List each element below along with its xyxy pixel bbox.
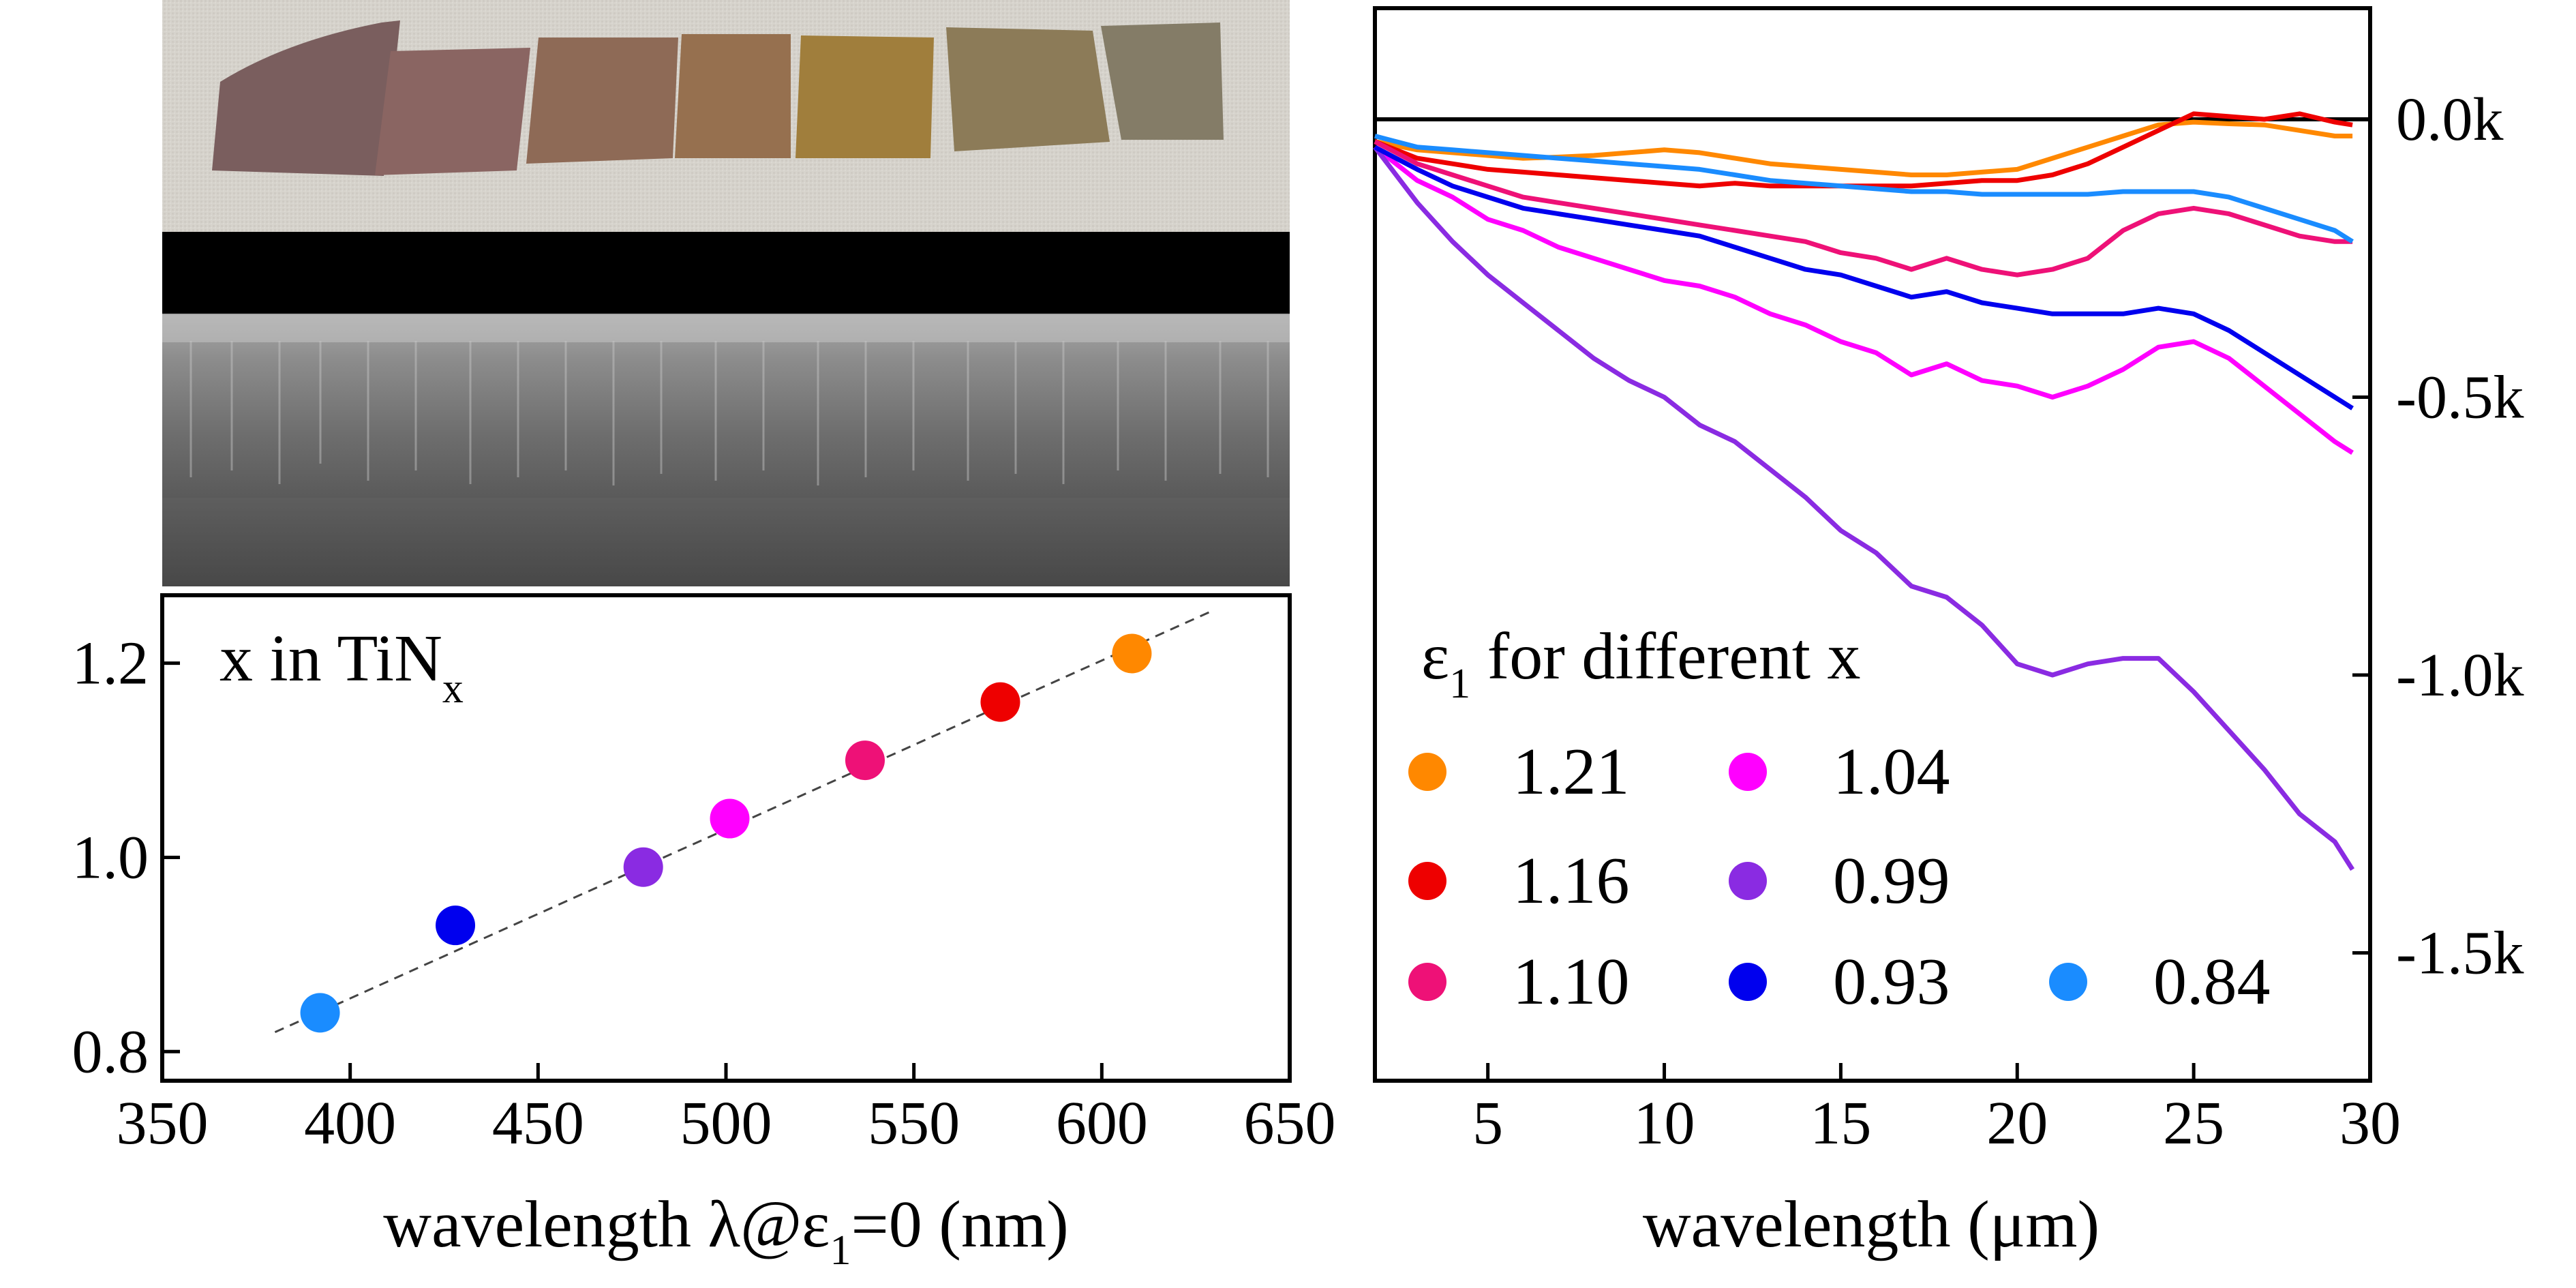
sample-chip [526,38,678,164]
sample-chip [795,35,934,158]
x-tick-label: 650 [1244,1090,1336,1157]
data-point [300,993,340,1033]
data-point [710,798,750,839]
legend: 1.21 1.16 1.10 1.04 0.99 0.93 0.84 [1408,735,2271,1019]
scatter-chart: 350 400 450 500 550 600 650 0.8 1.0 1.2 x in TiN… [72,593,1336,1274]
x-tick-label: 500 [680,1090,772,1157]
plot-frame [160,593,1292,1083]
x-tick-label: 5 [1472,1090,1503,1157]
x-tick-label: 350 [117,1090,209,1157]
series-line [1374,134,2354,244]
sample-chip [946,27,1110,151]
legend-label: 0.99 [1833,844,1950,918]
data-point [845,740,885,781]
legend-label: 0.84 [2153,945,2271,1019]
chart-title-main: x in TiN [219,622,442,695]
chart-title: x in TiNx [219,622,464,712]
x-tick-label: 20 [1986,1090,2048,1157]
x-tick-label: 600 [1056,1090,1148,1157]
legend-label: 1.04 [1833,735,1950,809]
sample-photo [162,0,1290,232]
legend-label: 1.10 [1513,945,1630,1019]
legend-marker [1408,753,1446,791]
sample-chip [675,34,791,158]
x-tick-label: 15 [1810,1090,1871,1157]
series-line [1374,145,2354,410]
y-tick-label: -1.5k [2396,920,2524,987]
chart-title-sub: x [442,665,464,712]
y-tick-label: 0.8 [72,1018,149,1085]
series-line [1373,145,2355,871]
x-tick-label: 400 [304,1090,396,1157]
legend-marker [1729,753,1767,791]
y-tick-label: 0.0k [2396,86,2504,153]
series-line [1374,139,2353,278]
x-tick-label: 450 [492,1090,584,1157]
data-point [980,682,1020,722]
legend-marker [1729,862,1767,900]
x-axis-label: wavelength λ@ε1=0 (nm) [383,1188,1068,1274]
series-line [1373,145,2354,455]
y-tick-label: 1.2 [72,630,149,698]
y-axis: 0.8 1.0 1.2 [72,630,180,1085]
y-tick-label: -1.0k [2396,642,2524,709]
legend-label: 1.21 [1513,735,1630,809]
line-chart: 5 10 15 20 25 30 0.0k -0.5k -1.0k -1.5k ε1 for d… [1373,6,2524,1261]
sample-chip [212,20,400,176]
x-axis-label: wavelength (μm) [1643,1188,2100,1261]
legend-marker [1408,963,1446,1001]
data-points [300,633,1152,1033]
sample-chip [375,48,530,175]
x-tick-label: 550 [868,1090,960,1157]
x-axis: 5 10 15 20 25 30 [1472,1063,2401,1157]
legend-title: ε1 for different x [1421,620,1861,707]
legend-label: 0.93 [1833,945,1950,1019]
x-tick-label: 10 [1634,1090,1695,1157]
x-tick-label: 30 [2339,1090,2401,1157]
series-lines [1373,111,2355,871]
plot-frame [1373,6,2372,1083]
y-tick-label: -0.5k [2396,364,2524,432]
x-tick-label: 25 [2163,1090,2224,1157]
series-line [1374,111,2353,189]
data-point [436,905,476,946]
x-axis: 350 400 450 500 550 600 650 [117,1063,1336,1157]
data-point [623,847,663,887]
legend-label: 1.16 [1513,844,1630,918]
y-axis: 0.0k -0.5k -1.0k -1.5k [2352,86,2524,987]
legend-marker [2049,963,2087,1001]
sample-chip [1101,23,1224,140]
y-tick-label: 1.0 [72,824,149,891]
data-point [1112,633,1152,674]
legend-marker [1729,963,1767,1001]
sem-image [162,232,1290,586]
legend-marker [1408,862,1446,900]
